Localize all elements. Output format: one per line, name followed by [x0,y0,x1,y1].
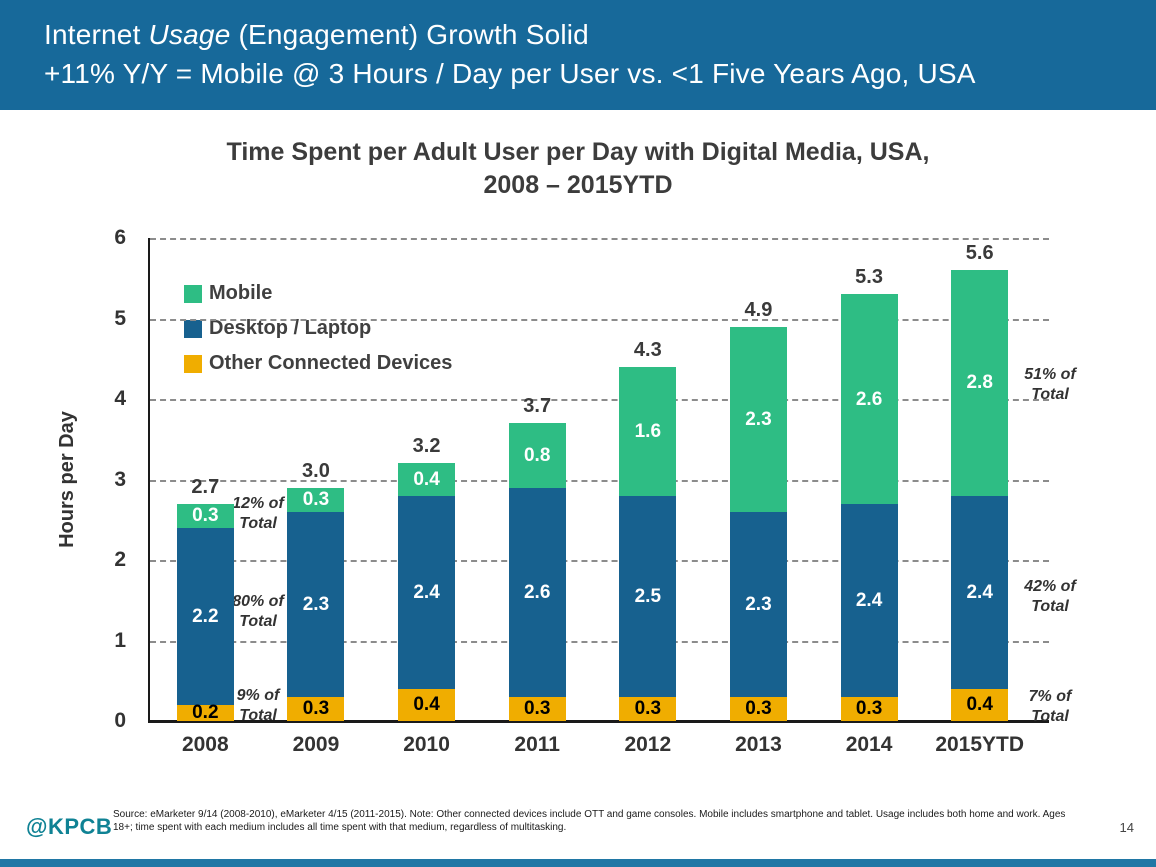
bar-2013: 2.3 2.3 0.3 4.9 [729,299,787,721]
segment-desktop-laptop-2010: 2.4 [398,495,456,689]
x-tick-2011: 2011 [514,733,560,756]
segment-other-connected-devices-2015ytd: 0.4 [951,688,1009,721]
source-note: Source: eMarketer 9/14 (2008-2010), eMar… [113,809,1066,833]
x-tick-2014: 2014 [845,733,893,756]
segment-mobile-2009: 0.3 [287,487,345,512]
annotation-2015-desktop-share: 42% of Total [1024,578,1076,615]
segment-other-connected-devices-2008: 0.2 [176,703,234,722]
segment-mobile-2010: 0.4 [398,463,456,496]
legend-item-desktop-laptop: Desktop / Laptop [184,317,452,340]
y-tick-4: 4 [114,387,126,410]
segment-mobile-2014: 2.6 [840,294,898,504]
header-line-1: Internet Usage (Engagement) Growth Solid [44,15,1126,54]
legend-label-mobile: Mobile [209,282,273,304]
chart-title: Time Spent per Adult User per Day with D… [0,136,1156,202]
legend-label-other-connected-devices: Other Connected Devices [209,352,453,374]
legend-item-mobile: Mobile [184,282,452,305]
total-label-2014: 5.3 [855,266,883,289]
annotation-2008-mobile-share: 12% of Total [232,495,284,532]
segment-desktop-laptop-2009: 2.3 [287,511,345,697]
total-label-2011: 3.7 [523,395,552,418]
segment-mobile-2012: 1.6 [619,366,677,496]
bar-2010: 0.4 2.4 0.4 3.2 [398,435,456,721]
y-axis-line [148,238,150,721]
chart-title-line-2: 2008 – 2015YTD [483,171,673,199]
total-label-2009: 3.0 [302,459,330,482]
y-tick-6: 6 [114,226,126,249]
y-axis-title-text: Hours per Day [55,411,78,548]
legend-swatch-other-connected-devices [184,354,202,373]
legend-item-other-connected-devices: Other Connected Devices [184,352,452,375]
y-axis-title: Hours per Day [52,238,82,721]
y-tick-1: 1 [114,628,126,652]
segment-desktop-laptop-2011: 2.6 [508,487,566,697]
segment-desktop-laptop-2012: 2.5 [619,495,677,697]
segment-desktop-laptop-2013: 2.3 [729,511,787,697]
total-label-2015ytd: 5.6 [965,242,994,265]
bar-2009: 0.3 2.3 0.3 3.0 [287,460,345,721]
bar-2008: 0.3 2.2 0.2 2.7 [176,476,234,722]
segment-mobile-2013: 2.3 [729,326,787,512]
bar-2011: 0.8 2.6 0.3 3.7 [508,395,566,721]
annotation-2008-other-share: 9% of Total [236,687,280,724]
gridline-4 [150,399,1049,401]
gridline-1 [150,640,1049,643]
segment-other-connected-devices-2012: 0.3 [619,696,677,721]
gridline-5 [150,318,1049,321]
chart-title-line-1: Time Spent per Adult User per Day with D… [226,138,930,166]
legend-label-desktop-laptop: Desktop / Laptop [209,317,372,339]
bar-2015ytd: 2.8 2.4 0.4 5.6 [951,242,1009,721]
legend-swatch-desktop-laptop [184,319,202,338]
annotation-2015-other-share: 7% of Total [1028,688,1072,725]
gridline-3 [150,479,1049,482]
total-label-2012: 4.3 [633,338,662,361]
x-tick-2012: 2012 [624,733,672,756]
header-line1-post: (Engagement) Growth Solid [230,19,589,50]
page-number: 14 [1119,820,1134,835]
header-line-2: +11% Y/Y = Mobile @ 3 Hours / Day per Us… [44,58,976,89]
segment-mobile-2011: 0.8 [508,423,566,488]
y-tick-0: 0 [114,709,126,732]
segment-mobile-2008: 0.3 [176,503,234,528]
x-tick-2015ytd: 2015YTD [935,733,1025,756]
slide-footer: @KPCB Source: eMarketer 9/14 (2008-2010)… [0,800,1156,867]
x-axis-line [148,720,1049,723]
footer-accent-bar [0,859,1156,867]
x-tick-2010: 2010 [403,733,450,756]
slide-header: Internet Usage (Engagement) Growth Solid… [0,0,1156,110]
annotation-2015-mobile-share: 51% of Total [1024,366,1076,403]
segment-other-connected-devices-2014: 0.3 [840,696,898,721]
segment-other-connected-devices-2011: 0.3 [508,696,566,721]
segment-other-connected-devices-2013: 0.3 [729,696,787,721]
gridline-6 [150,238,1049,240]
y-tick-3: 3 [114,467,126,491]
y-tick-2: 2 [114,548,126,571]
bar-2014: 2.6 2.4 0.3 5.3 [840,266,898,721]
total-label-2010: 3.2 [412,435,441,458]
legend: Mobile Desktop / Laptop Other Connected De… [184,282,452,387]
segment-mobile-2015ytd: 2.8 [951,270,1009,496]
legend-swatch-mobile [184,284,202,303]
y-tick-5: 5 [114,306,126,330]
x-tick-2009: 2009 [292,733,340,756]
header-line1-pre: Internet [44,19,149,50]
segment-desktop-laptop-2015ytd: 2.4 [951,495,1009,689]
segment-desktop-laptop-2008: 2.2 [176,527,234,705]
plot-area: Hours per Day Mobile Desktop / Laptop Othe… [56,226,1076,756]
total-label-2013: 4.9 [744,298,773,321]
x-tick-2008: 2008 [181,733,229,756]
annotation-2008-desktop-share: 80% of Total [232,593,284,630]
segment-other-connected-devices-2009: 0.3 [287,696,345,721]
total-label-2008: 2.7 [191,475,220,498]
header-line1-italic: Usage [148,19,231,50]
x-tick-2013: 2013 [735,733,782,756]
segment-desktop-laptop-2014: 2.4 [840,503,898,697]
kpcb-logo: @KPCB [26,814,113,839]
gridline-2 [150,560,1049,562]
bar-2012: 1.6 2.5 0.3 4.3 [619,339,677,721]
segment-other-connected-devices-2010: 0.4 [398,688,456,721]
